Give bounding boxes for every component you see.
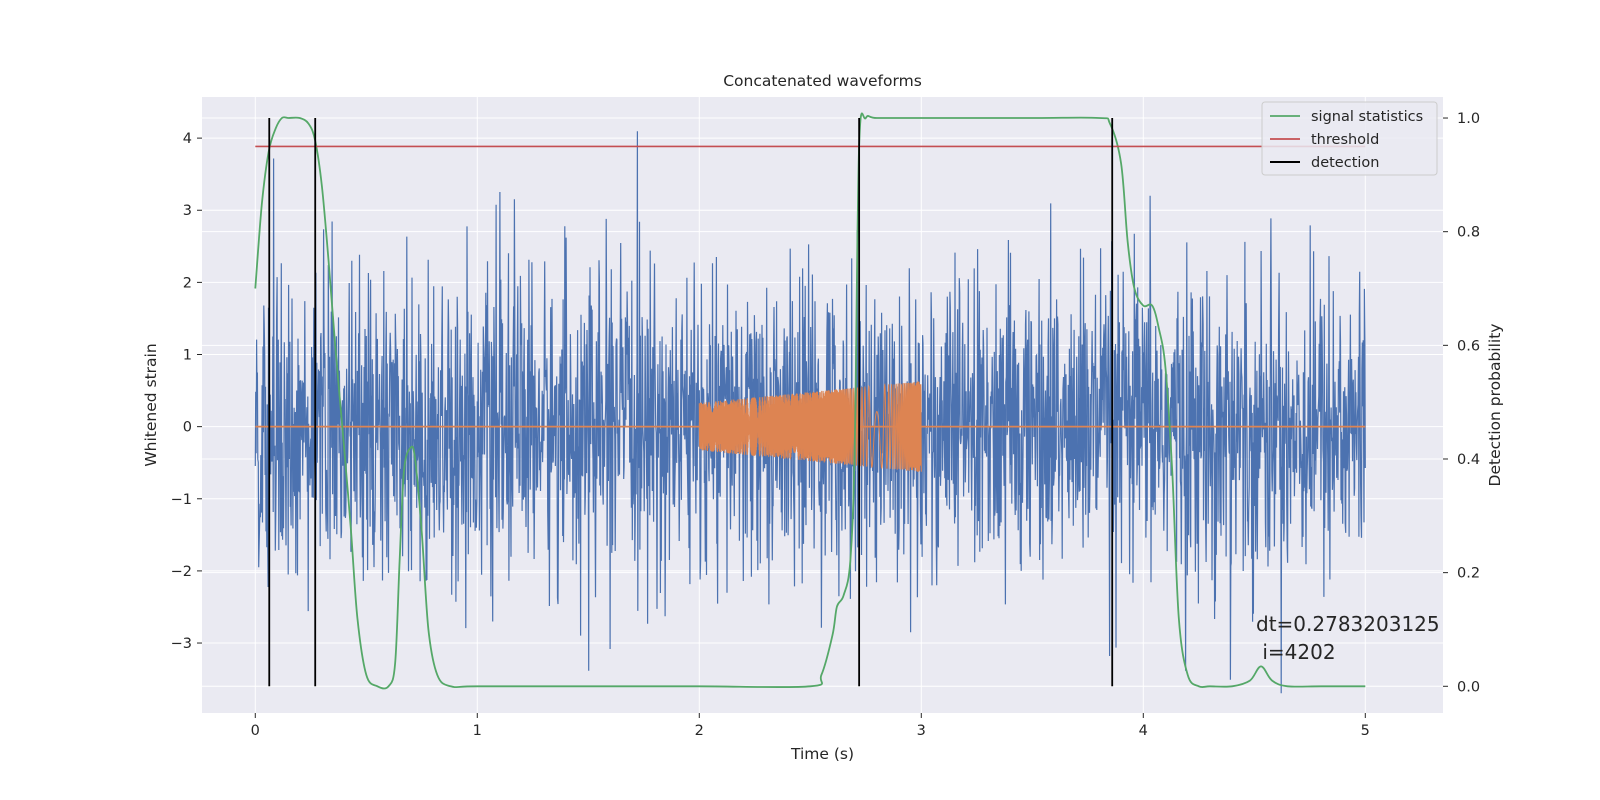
x-tick-label: 2 [695, 723, 704, 739]
y-tick-label-right: 1.0 [1457, 111, 1480, 127]
y-axis-label: Whitened strain [142, 343, 160, 466]
chart-title: Concatenated waveforms [723, 72, 922, 90]
y-tick-label: 1 [183, 348, 192, 364]
x-axis-label: Time (s) [790, 745, 854, 763]
x-tick-label: 0 [251, 723, 260, 739]
legend: signal statistics threshold detection [1261, 101, 1438, 176]
x-tick-label: 5 [1361, 723, 1370, 739]
legend-entry-detection: detection [1311, 155, 1379, 171]
legend-entry-threshold: threshold [1311, 132, 1379, 148]
y-tick-label: 0 [183, 420, 192, 436]
y-tick-label-right: 0.6 [1457, 338, 1480, 354]
y-tick-label-right: 0.0 [1457, 679, 1480, 695]
data-area [254, 112, 1366, 694]
annotation-index: i=4202 [1256, 640, 1336, 664]
annotation-dt: dt=0.2783203125 [1256, 612, 1440, 636]
legend-box [1261, 101, 1438, 176]
axis-ticks: 0 1 2 3 4 5 −3 −2 −1 0 1 2 3 4 0.0 0.2 0.4 0.6 0.8 1.0 [171, 111, 1480, 739]
y-tick-label: 3 [183, 203, 192, 219]
y-tick-label: −3 [171, 636, 192, 652]
y-axis-label-right: Detection probability [1486, 324, 1504, 487]
injection-series [255, 381, 1366, 472]
injection-chirp-line [698, 381, 922, 472]
y-tick-label: −1 [171, 492, 192, 508]
y-tick-label: 2 [183, 275, 192, 291]
x-tick-label: 1 [473, 723, 482, 739]
y-tick-label: 4 [183, 131, 192, 147]
y-tick-label: −2 [171, 564, 192, 580]
y-tick-label-right: 0.4 [1457, 452, 1480, 468]
y-tick-label-right: 0.2 [1457, 566, 1480, 582]
legend-entry-signal-statistics: signal statistics [1311, 109, 1423, 125]
signal-statistics-line [254, 112, 1366, 690]
y-tick-label-right: 0.8 [1457, 225, 1480, 241]
x-tick-label: 3 [917, 723, 926, 739]
x-tick-label: 4 [1139, 723, 1148, 739]
probability-series [254, 112, 1366, 690]
